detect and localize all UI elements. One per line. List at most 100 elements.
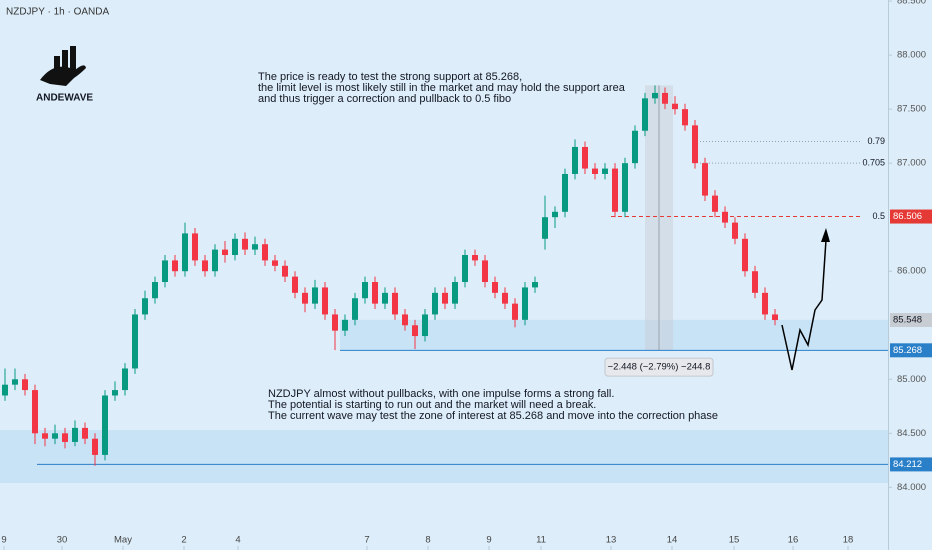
candle-body [362, 282, 368, 299]
candle-body [392, 292, 398, 315]
logo: ANDEWAVE [36, 46, 93, 104]
chart-title: NZDJPY · 1h · OANDA [6, 7, 109, 18]
candle-body [242, 238, 248, 250]
x-tick-label: 16 [788, 535, 799, 546]
candle-body [232, 238, 238, 256]
candle-body [302, 292, 308, 304]
candle-body [752, 271, 758, 293]
candle-body [432, 292, 438, 315]
candle-body [632, 130, 638, 164]
candle-body [612, 168, 618, 212]
candle-body [522, 287, 528, 320]
candle-body [592, 168, 598, 174]
x-tick-label: May [114, 535, 132, 546]
candle-body [162, 260, 168, 283]
y-tick-label: 84.500 [897, 428, 926, 439]
candle-body [402, 314, 408, 326]
candle-body [652, 92, 658, 99]
fib-label: 0.705 [862, 158, 885, 168]
annotation-line: The price is ready to test the strong su… [258, 71, 522, 83]
candle-body [492, 282, 498, 293]
candle-body [562, 173, 568, 212]
candle-body [532, 282, 538, 288]
zone [0, 430, 888, 484]
candle-body [312, 287, 318, 304]
last-price-label-box [890, 313, 932, 328]
y-tick-label: 85.000 [897, 374, 926, 385]
x-tick-label: 14 [667, 535, 678, 546]
candle-body [722, 211, 728, 223]
candle-body [32, 390, 38, 434]
candle-body [712, 195, 718, 212]
x-tick-label: 8 [425, 535, 430, 546]
candle-body [642, 98, 648, 131]
candle-body [212, 249, 218, 272]
candle-body [102, 395, 108, 455]
logo-text: ANDEWAVE [36, 93, 93, 104]
candle-body [512, 303, 518, 320]
x-tick-label: 2 [181, 535, 186, 546]
candle-body [332, 314, 338, 331]
fib-label: 0.79 [867, 136, 885, 146]
candle-body [702, 163, 708, 196]
candle-body [122, 368, 128, 391]
candle-body [62, 433, 68, 442]
candle-body [322, 287, 328, 315]
y-tick-label: 87.000 [897, 158, 926, 169]
candle-body [2, 384, 8, 396]
x-tick-label: 15 [729, 535, 740, 546]
candle-body [572, 146, 578, 174]
candle-body [462, 255, 468, 283]
candle-body [452, 282, 458, 304]
last-price-label: 85.548 [893, 315, 922, 326]
candle-body [682, 109, 688, 126]
candle-body [172, 260, 178, 272]
candle-body [182, 233, 188, 272]
candle-body [732, 222, 738, 239]
y-tick-label: 86.000 [897, 266, 926, 277]
candle-body [472, 255, 478, 261]
candle-body [412, 325, 418, 337]
candle-body [552, 211, 558, 218]
candle-body [282, 265, 288, 277]
candle-body [772, 314, 778, 321]
fib-price-label: 86.506 [893, 211, 922, 222]
candle-body [12, 379, 18, 385]
candle-body [422, 314, 428, 337]
fib-price-label-box [890, 209, 932, 224]
x-tick-label: 4 [235, 535, 240, 546]
candle-body [372, 282, 378, 304]
candle-body [142, 298, 148, 315]
candle-body [92, 438, 98, 455]
candle-body [42, 433, 48, 439]
candle-body [662, 92, 668, 104]
candle-body [272, 260, 278, 266]
x-tick-label: 30 [57, 535, 68, 546]
x-tick-label: 9 [486, 535, 491, 546]
candle-body [482, 260, 488, 283]
projection-arrow [781, 239, 827, 371]
candle-body [252, 244, 258, 250]
candle-body [22, 379, 28, 391]
candle-body [52, 433, 58, 439]
annotation-line: and thus trigger a correction and pullba… [258, 93, 511, 105]
candle-body [602, 168, 608, 174]
support-price-label: 85.268 [893, 345, 922, 356]
y-tick-label: 87.500 [897, 104, 926, 115]
candle-body [762, 292, 768, 315]
candle-body [442, 292, 448, 304]
measure-label: −2.448 (−2.79%) −244.8 [608, 362, 711, 373]
annotation-line: the limit level is most likely still in … [258, 82, 626, 94]
annotation-line: The potential is starting to run out and… [268, 399, 596, 411]
candle-body [82, 427, 88, 439]
measure-label-box [604, 357, 714, 377]
candle-body [382, 292, 388, 304]
x-tick-label: 11 [536, 535, 546, 546]
candle-body [692, 125, 698, 164]
candle-body [542, 217, 548, 239]
candle-body [202, 260, 208, 272]
candle-body [672, 103, 678, 110]
candle-body [72, 427, 78, 442]
candle-body [582, 146, 588, 169]
